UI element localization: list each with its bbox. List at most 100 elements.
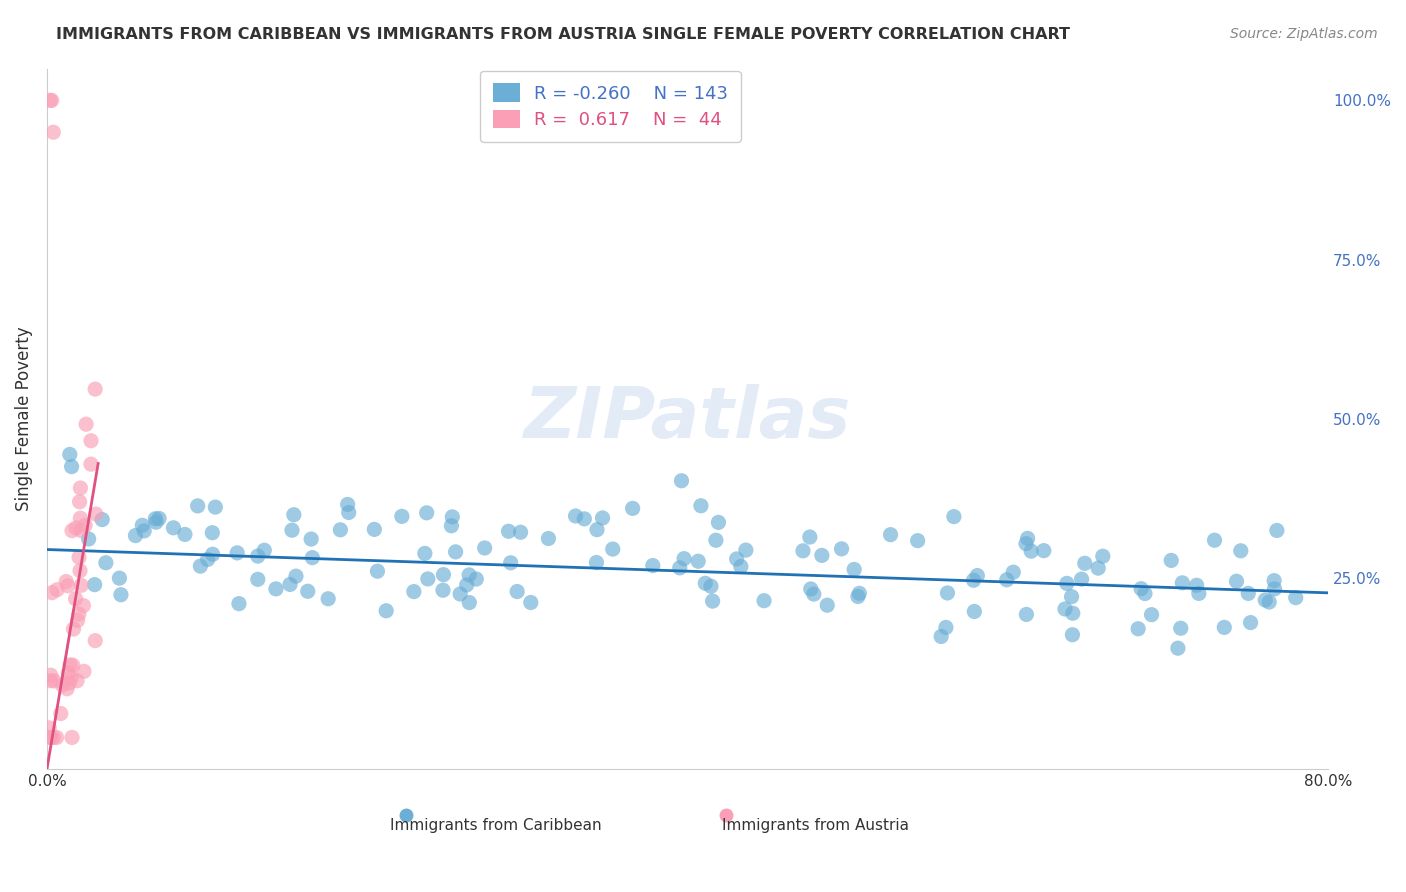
Point	[1204, 533, 1226, 548]
Point	[285, 569, 308, 583]
Point	[498, 524, 520, 539]
Point	[38, 721, 60, 735]
Point	[831, 541, 853, 556]
Point	[1070, 572, 1092, 586]
Point	[1140, 607, 1163, 622]
Point	[800, 582, 823, 596]
Point	[1225, 574, 1247, 589]
Point	[458, 596, 481, 610]
Point	[444, 545, 467, 559]
Point	[1167, 641, 1189, 656]
Point	[1126, 622, 1149, 636]
Point	[942, 509, 965, 524]
Point	[1213, 620, 1236, 634]
Point	[574, 512, 596, 526]
Point	[62, 622, 84, 636]
Point	[668, 561, 690, 575]
Point	[520, 595, 543, 609]
Point	[145, 515, 167, 529]
Point	[1130, 582, 1153, 596]
Point	[84, 507, 107, 521]
Point	[1160, 553, 1182, 567]
Point	[51, 678, 73, 692]
Point	[936, 586, 959, 600]
Point	[84, 382, 107, 396]
Point	[56, 579, 79, 593]
Point	[77, 532, 100, 546]
Point	[585, 556, 607, 570]
Point	[695, 576, 717, 591]
Point	[124, 528, 146, 542]
Point	[432, 583, 454, 598]
Point	[995, 573, 1018, 587]
Point	[592, 511, 614, 525]
Point	[1062, 606, 1084, 620]
Point	[1002, 565, 1025, 579]
Point	[73, 665, 96, 679]
Point	[39, 731, 62, 745]
Point	[1170, 621, 1192, 635]
Point	[1087, 561, 1109, 575]
Point	[564, 508, 586, 523]
Point	[59, 657, 82, 672]
Point	[94, 556, 117, 570]
Point	[41, 585, 63, 599]
Point	[66, 673, 89, 688]
Point	[1239, 615, 1261, 630]
Point	[41, 94, 63, 108]
Point	[329, 523, 352, 537]
Text: Immigrants from Caribbean: Immigrants from Caribbean	[389, 818, 602, 833]
Point	[201, 525, 224, 540]
Point	[506, 584, 529, 599]
Point	[413, 546, 436, 560]
Point	[70, 524, 93, 538]
Point	[704, 533, 727, 548]
Point	[1060, 590, 1083, 604]
Point	[190, 559, 212, 574]
Point	[621, 501, 644, 516]
Point	[278, 577, 301, 591]
Point	[66, 614, 89, 628]
Point	[402, 584, 425, 599]
Point	[799, 530, 821, 544]
Legend: R = -0.260    N = 143, R =  0.617    N =  44: R = -0.260 N = 143, R = 0.617 N = 44	[481, 70, 741, 142]
Point	[391, 509, 413, 524]
Point	[246, 549, 269, 563]
Point	[474, 541, 496, 555]
Point	[84, 633, 107, 648]
Point	[441, 509, 464, 524]
Point	[673, 551, 696, 566]
Point	[108, 571, 131, 585]
Point	[1019, 544, 1042, 558]
Point	[162, 521, 184, 535]
Point	[848, 586, 870, 600]
Point	[297, 584, 319, 599]
Point	[734, 543, 756, 558]
Point	[456, 578, 478, 592]
Point	[415, 506, 437, 520]
Point	[67, 550, 90, 565]
Point	[366, 564, 388, 578]
Point	[299, 532, 322, 546]
Point	[80, 457, 103, 471]
Point	[449, 587, 471, 601]
Point	[69, 495, 91, 509]
Point	[45, 731, 67, 745]
Point	[316, 591, 339, 606]
Point	[55, 574, 77, 589]
Point	[39, 94, 62, 108]
Point	[907, 533, 929, 548]
Point	[38, 731, 60, 745]
Point	[283, 508, 305, 522]
Point	[811, 549, 834, 563]
Point	[110, 588, 132, 602]
Point	[246, 572, 269, 586]
Point	[1230, 543, 1253, 558]
Point	[60, 670, 83, 684]
Point	[730, 559, 752, 574]
Text: Source: ZipAtlas.com: Source: ZipAtlas.com	[1230, 27, 1378, 41]
Point	[228, 597, 250, 611]
Point	[1074, 556, 1097, 570]
Point	[44, 673, 66, 688]
Point	[148, 511, 170, 525]
